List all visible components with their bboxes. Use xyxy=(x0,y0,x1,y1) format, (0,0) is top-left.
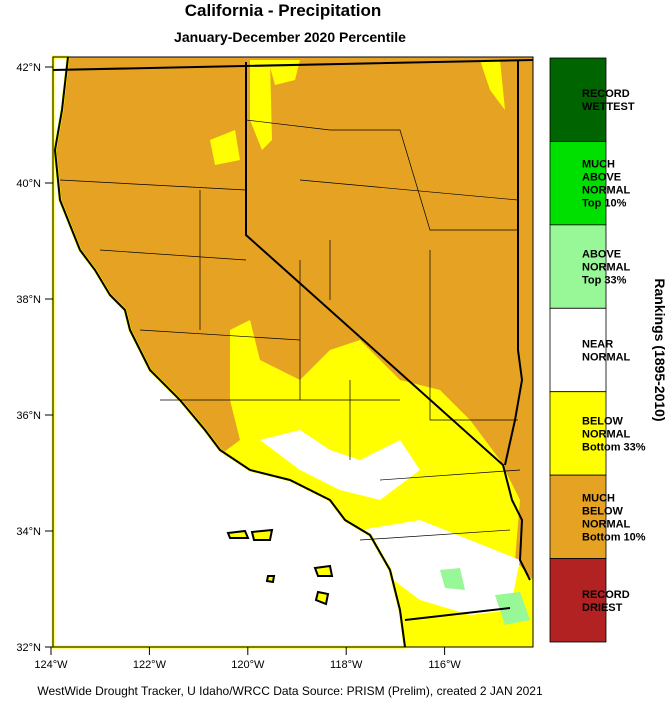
title: California - Precipitation xyxy=(185,1,381,20)
legend-label: RECORD xyxy=(582,589,630,601)
legend-label: RECORD xyxy=(582,88,630,100)
legend-label: ABOVE xyxy=(582,172,621,184)
legend-label: Top 33% xyxy=(582,275,627,287)
legend-label: BELOW xyxy=(582,505,624,517)
legend-label: NEAR xyxy=(582,339,613,351)
lon-tick-label: 118°W xyxy=(330,659,363,671)
county-borders xyxy=(59,119,521,541)
legend-label: WETTEST xyxy=(582,101,635,113)
legend-label: NORMAL xyxy=(582,518,631,530)
legend-label: MUCH xyxy=(582,492,615,504)
legend-label: BELOW xyxy=(582,415,624,427)
lon-tick-label: 124°W xyxy=(34,659,68,671)
legend-label: NORMAL xyxy=(582,185,631,197)
state-borders xyxy=(52,59,534,621)
lat-tick-label: 36°N xyxy=(16,410,41,422)
islands xyxy=(226,528,334,606)
lon-tick-label: 116°W xyxy=(428,659,461,671)
legend-swatch xyxy=(549,391,607,476)
legend-label: NORMAL xyxy=(582,428,631,440)
legend-swatch xyxy=(549,307,607,393)
lat-tick-label: 38°N xyxy=(16,294,41,306)
legend-label: MUCH xyxy=(582,159,615,171)
legend-swatch xyxy=(549,558,607,643)
legend-label: Bottom 33% xyxy=(582,441,646,453)
legend-label: NORMAL xyxy=(582,262,631,274)
legend-swatch xyxy=(549,474,607,559)
lat-tick-label: 42°N xyxy=(16,62,41,74)
legend-swatch xyxy=(549,57,607,142)
lat-tick-label: 34°N xyxy=(16,526,41,538)
lat-tick-label: 32°N xyxy=(16,642,41,654)
legend-label: DRIEST xyxy=(582,602,623,614)
lat-tick-label: 40°N xyxy=(16,178,41,190)
lon-tick-label: 122°W xyxy=(133,659,167,671)
footer: WestWide Drought Tracker, U Idaho/WRCC D… xyxy=(37,684,543,698)
legend-label: Bottom 10% xyxy=(582,531,646,543)
legend-label: Top 10% xyxy=(582,198,627,210)
legend-title: Rankings (1895-2010) xyxy=(652,278,668,421)
map-frame xyxy=(52,56,534,648)
above-normal xyxy=(375,568,530,625)
subtitle: January-December 2020 Percentile xyxy=(174,29,406,45)
map-area xyxy=(51,55,534,649)
legend-label: ABOVE xyxy=(582,249,621,261)
below-normal-north xyxy=(210,60,505,165)
lon-tick-label: 120°W xyxy=(231,659,265,671)
legend-label: NORMAL xyxy=(582,352,631,364)
